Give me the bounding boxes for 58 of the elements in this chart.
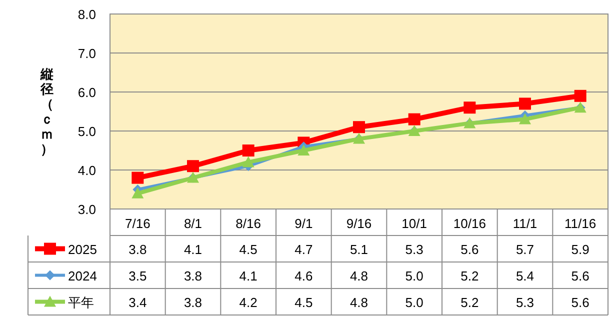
data-label: 5.0 xyxy=(405,268,424,284)
point xyxy=(408,113,420,126)
data-label: 5.6 xyxy=(571,268,590,284)
data-label: 4.1 xyxy=(184,242,202,257)
x-tick-label: 8/1 xyxy=(184,216,202,231)
y-tick-label: 6.0 xyxy=(78,85,96,100)
point xyxy=(242,156,254,168)
x-tick-label: 10/16 xyxy=(453,216,486,231)
data-label: 4.1 xyxy=(239,268,258,284)
y-tick-label: 8.0 xyxy=(78,7,96,22)
data-label: 4.5 xyxy=(294,294,313,310)
x-tick-label: 9/1 xyxy=(294,216,313,231)
data-label: 5.9 xyxy=(571,242,590,257)
y-tick-label: 7.0 xyxy=(78,46,96,61)
data-label: 5.0 xyxy=(405,294,424,310)
data-label: 5.3 xyxy=(516,294,534,310)
x-tick-label: 10/1 xyxy=(402,216,427,231)
data-label: 5.1 xyxy=(350,242,368,257)
legend-label: 2025 xyxy=(68,242,97,257)
data-label: 5.3 xyxy=(405,242,424,257)
y-tick-label: 4.0 xyxy=(78,163,96,178)
data-label: 3.5 xyxy=(128,268,147,284)
data-label: 5.2 xyxy=(460,294,479,310)
point xyxy=(519,113,531,124)
data-label: 5.7 xyxy=(516,242,534,257)
data-label: 3.8 xyxy=(184,268,202,284)
legend-label: 2024 xyxy=(68,268,97,284)
point xyxy=(132,187,144,198)
x-tick-label: 11/1 xyxy=(512,216,538,231)
legend-label: 平年 xyxy=(68,294,94,310)
y-tick-label: 5.0 xyxy=(78,124,96,139)
data-label: 5.2 xyxy=(460,268,479,284)
data-label: 4.7 xyxy=(294,242,313,257)
point xyxy=(132,172,144,184)
point xyxy=(519,98,531,110)
point xyxy=(464,102,476,114)
y-tick-label: 3.0 xyxy=(78,202,96,217)
data-label: 3.8 xyxy=(184,294,202,310)
point xyxy=(353,121,365,134)
data-label: 3.4 xyxy=(128,294,147,310)
y-axis-title: 縦径（ｃｍ） xyxy=(40,66,54,156)
data-label: 4.8 xyxy=(350,268,368,284)
data-label: 4.5 xyxy=(239,242,258,257)
point xyxy=(242,144,254,156)
point xyxy=(298,144,310,156)
point xyxy=(187,160,199,172)
data-label: 5.6 xyxy=(571,294,590,310)
data-label: 5.6 xyxy=(460,242,479,257)
x-tick-label: 8/16 xyxy=(236,216,261,231)
data-label: 5.4 xyxy=(516,268,534,284)
x-tick-label: 11/16 xyxy=(564,216,596,231)
data-label: 4.2 xyxy=(239,294,258,310)
data-label: 4.8 xyxy=(350,294,368,310)
data-label: 4.6 xyxy=(294,268,313,284)
x-tick-label: 7/16 xyxy=(125,216,150,231)
point xyxy=(574,90,586,102)
x-tick-label: 9/16 xyxy=(346,216,372,231)
data-label: 3.8 xyxy=(128,242,147,257)
